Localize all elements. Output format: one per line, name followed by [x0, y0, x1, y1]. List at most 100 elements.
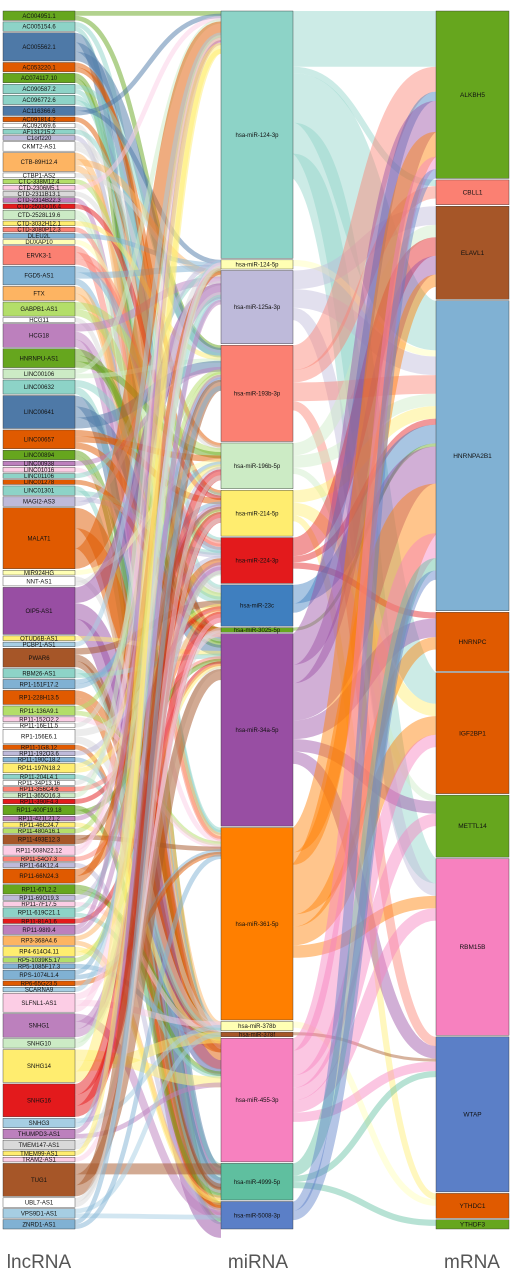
node-bar: [435, 672, 510, 794]
lncrna-node-rp5-1085f17-3: RP5-1085F17.3: [2, 963, 76, 970]
node-bar: [2, 907, 76, 918]
node-bar: [2, 84, 76, 94]
lncrna-node-linc00632: LINC00632: [2, 379, 76, 395]
node-label: RP6-65G23.5: [21, 981, 58, 987]
node-bar: [2, 935, 76, 946]
lncrna-node-rp11-365o16-3: RP11-365O16.3: [2, 792, 76, 799]
node-label: hsa-miR-124-3p: [235, 133, 279, 139]
node-bar: [2, 1118, 76, 1128]
lncrna-node-linc00894: LINC00894: [2, 450, 76, 460]
flow-link: [291, 274, 438, 865]
lncrna-node-rp11-508n22-12: RP11-508N22.12: [2, 845, 76, 856]
node-bar: [2, 317, 76, 323]
flow-link: [290, 156, 439, 1051]
flow-link: [74, 475, 222, 1208]
lncrna-node-rbm26-as1: RBM26-AS1: [2, 668, 76, 679]
node-bar: [2, 1150, 76, 1156]
node-bar: [2, 21, 76, 32]
node-bar: [2, 918, 76, 924]
mirna-node-hsa-mir-214-5p: hsa-miR-214-5p: [220, 490, 294, 537]
lncrna-node-rp11-197n18-2: RP11-197N18.2: [2, 763, 76, 774]
lncrna-node-rp11-81a1-6: RP11-81A1.6: [2, 918, 76, 925]
lncrna-node-rp11-64k12-4: RP11-64K12.4: [2, 862, 76, 869]
lncrna-node-znrd1-as1: ZNRD1-AS1: [2, 1219, 76, 1230]
node-label: CTC-338M12.4: [18, 180, 60, 186]
node-bar: [2, 135, 76, 141]
lncrna-node-ctd-3032h12-1: CTD-3032H12.1: [2, 220, 76, 227]
lncrna-node-snhg3: SNHG3: [2, 1118, 76, 1128]
flow-link: [292, 224, 437, 456]
node-bar: [220, 10, 294, 259]
node-label: YTHDF3: [460, 1221, 486, 1228]
node-bar: [2, 716, 76, 722]
node-bar: [2, 648, 76, 668]
node-bar: [2, 467, 76, 473]
node-bar: [220, 442, 294, 489]
node-bar: [2, 834, 76, 845]
node-bar: [2, 485, 76, 496]
node-label: TRAM2-AS1: [22, 1158, 56, 1164]
flow-link: [292, 289, 437, 376]
mirna-node-hsa-mir-378b: hsa-miR-378b: [220, 1021, 294, 1031]
node-bar: [2, 323, 76, 348]
node-bar: [435, 179, 510, 205]
node-label: RP11-67L2.2: [22, 887, 58, 893]
lncrna-mirna-flows: [72, 10, 224, 1238]
mrna-node-hnrnpa2b1: HNRNPA2B1: [435, 300, 510, 611]
node-label: HNRNPA2B1: [453, 453, 492, 460]
lncrna-column-title: lncRNA: [7, 1252, 72, 1273]
lncrna-node-rps-1074l1-4: RPS-1074L1.4: [2, 969, 76, 980]
node-label: RP11-619C21.1: [18, 911, 61, 917]
node-bar: [2, 233, 76, 239]
mrna-node-mettl14: METTL14: [435, 794, 510, 858]
flow-link: [292, 66, 437, 187]
node-label: hsa-miR-125a-3p: [234, 305, 281, 311]
node-label: RP1-151F17.2: [19, 682, 59, 688]
node-bar: [2, 245, 76, 265]
mirna-mrna-flows: [287, 10, 442, 1226]
lncrna-node-ftx: FTX: [2, 286, 76, 301]
flow-link: [291, 91, 438, 613]
lncrna-node-gabpb1-as1: GABPB1-AS1: [2, 301, 76, 317]
node-bar: [2, 946, 76, 957]
node-label: FGD5-AS1: [24, 274, 54, 280]
node-label: RP11-1G8.12: [21, 745, 58, 751]
lncrna-node-rp11-400f19-18: RP11-400F19.18: [2, 805, 76, 815]
node-bar: [2, 993, 76, 1013]
node-label: CTBP1-AS2: [23, 173, 56, 179]
node-label: CTB-89H12.4: [21, 160, 58, 166]
lncrna-node-tmem147-as1: TMEM147-AS1: [2, 1139, 76, 1150]
node-label: NNT-AS1: [26, 579, 52, 585]
lncrna-node-rp3-368a4-6: RP3-368A4.6: [2, 935, 76, 946]
flow-link: [292, 1181, 437, 1226]
lncrna-node-thumpd3-as1: THUMPD3-AS1: [2, 1129, 76, 1139]
node-bar: [2, 668, 76, 679]
flow-link: [292, 1021, 437, 1206]
mirna-node-hsa-mir-34a-5p: hsa-miR-34a-5p: [220, 633, 294, 827]
lncrna-node-ubl7-as1: UBL7-AS1: [2, 1197, 76, 1208]
lncrna-node-rp1-228h13-5: RP1-228H13.5: [2, 690, 76, 705]
lncrna-node-pcbp1-as1: PCBP1-AS1: [2, 641, 76, 649]
node-label: RP11-356C4.6: [19, 787, 59, 793]
lncrna-node-ctc-338m12-4: CTC-338M12.4: [2, 178, 76, 186]
node-label: ZNRD1-AS1: [22, 1222, 56, 1228]
node-bar: [2, 178, 76, 185]
mrna-node-hnrnpc: HNRNPC: [435, 612, 510, 672]
node-bar: [435, 612, 510, 672]
node-label: THUMPD3-AS1: [18, 1132, 61, 1138]
node-bar: [220, 345, 294, 442]
flow-link: [74, 16, 222, 191]
lncrna-node-rp6-65g23-5: RP6-65G23.5: [2, 980, 76, 987]
lncrna-node-linc00641: LINC00641: [2, 395, 76, 429]
node-bar: [2, 570, 76, 576]
node-bar: [2, 209, 76, 220]
lncrna-node-linc01016: LINC01016: [2, 467, 76, 474]
node-label: SNHG10: [27, 1041, 52, 1047]
node-bar: [435, 858, 510, 1036]
node-label: AC096772.6: [22, 98, 56, 104]
node-bar: [2, 301, 76, 317]
flow-link: [292, 1032, 437, 1062]
node-bar: [2, 822, 76, 828]
node-label: CTD-2528L19.6: [18, 213, 61, 219]
node-label: RBM15B: [459, 944, 485, 951]
